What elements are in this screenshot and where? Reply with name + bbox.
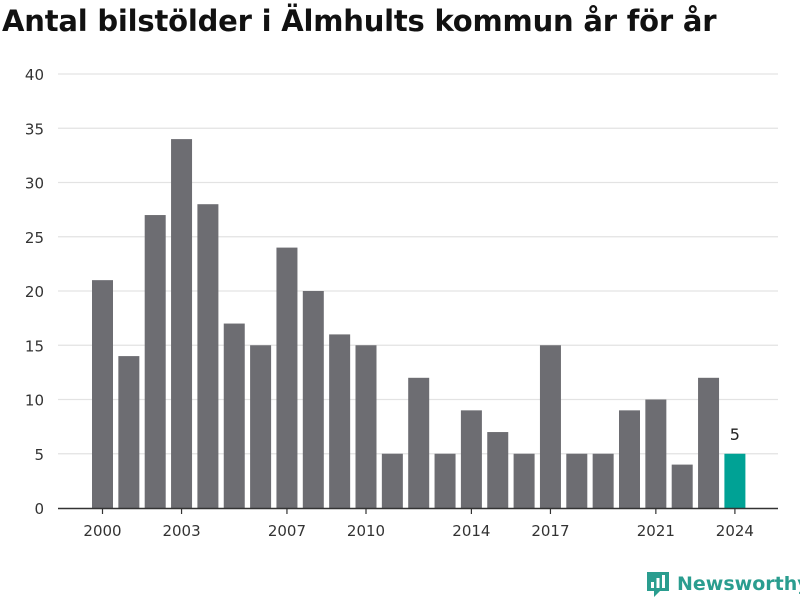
y-tick-label: 40 bbox=[25, 66, 44, 84]
data-labels: 5 bbox=[730, 425, 740, 444]
y-tick-label: 20 bbox=[25, 283, 44, 301]
bar bbox=[671, 464, 693, 508]
bar bbox=[724, 453, 746, 508]
bar bbox=[645, 399, 667, 508]
y-tick-label: 35 bbox=[25, 120, 44, 138]
x-axis: 2000 2003 2007 2010 2014 2017 2021 2024 bbox=[58, 507, 778, 540]
x-tick-label: 2000 bbox=[83, 522, 121, 540]
bar bbox=[355, 345, 377, 508]
x-tick-label: 2003 bbox=[162, 522, 200, 540]
bar bbox=[434, 453, 456, 508]
brand-name: Newsworthy bbox=[677, 573, 800, 595]
newsworthy-logo: Newsworthy bbox=[645, 570, 800, 598]
y-tick-label: 25 bbox=[25, 229, 44, 247]
bar bbox=[276, 247, 298, 508]
bar bbox=[302, 291, 324, 508]
x-tick-label: 2024 bbox=[716, 522, 754, 540]
bar bbox=[592, 453, 614, 508]
bars bbox=[92, 139, 746, 509]
highlight-value-label: 5 bbox=[730, 425, 740, 444]
bar bbox=[619, 410, 640, 508]
bar bbox=[408, 377, 430, 508]
chart-title: Antal bilstölder i Älmhults kommun år fö… bbox=[2, 4, 717, 38]
y-tick-label: 5 bbox=[34, 446, 44, 464]
bar bbox=[250, 345, 272, 508]
bar bbox=[566, 453, 588, 508]
bar bbox=[329, 334, 351, 508]
x-tick-label: 2021 bbox=[637, 522, 675, 540]
bar bbox=[171, 139, 193, 508]
y-axis-labels: 0 5 10 15 20 25 30 35 40 bbox=[25, 66, 44, 518]
x-tick-label: 2007 bbox=[268, 522, 306, 540]
y-tick-label: 30 bbox=[25, 175, 44, 193]
bar bbox=[381, 453, 403, 508]
y-tick-label: 15 bbox=[25, 337, 44, 355]
bar bbox=[118, 356, 140, 508]
bar bbox=[698, 377, 720, 508]
bar bbox=[539, 345, 561, 508]
bar bbox=[197, 204, 219, 508]
y-tick-label: 10 bbox=[25, 392, 44, 410]
bar bbox=[223, 323, 245, 508]
y-tick-label: 0 bbox=[34, 500, 44, 518]
bar bbox=[92, 280, 113, 508]
x-tick-label: 2010 bbox=[347, 522, 385, 540]
newsworthy-logo-icon bbox=[647, 572, 669, 597]
bar bbox=[460, 410, 482, 508]
x-tick-label: 2014 bbox=[452, 522, 490, 540]
x-tick-label: 2017 bbox=[531, 522, 569, 540]
bar bbox=[513, 453, 535, 508]
bar bbox=[144, 215, 166, 509]
bar bbox=[487, 432, 509, 508]
